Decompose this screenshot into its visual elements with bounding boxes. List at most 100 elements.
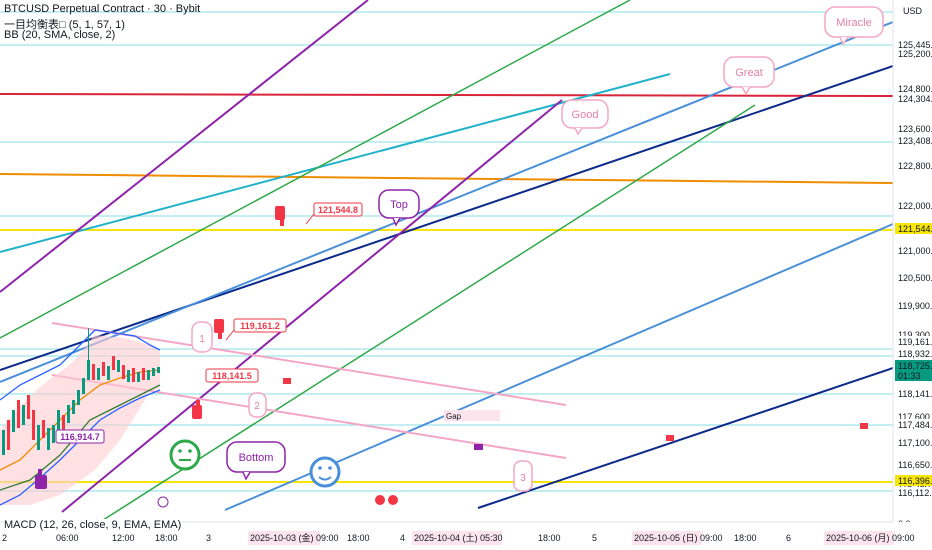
price-tag-label: 124,304.0 (898, 94, 932, 104)
price-tag-bg (895, 475, 932, 486)
navy-trend-line-upper (0, 65, 894, 371)
symbol-title[interactable]: BTCUSD Perpetual Contract · 30 · Bybit (4, 3, 201, 15)
price-tag-label: 125,445.4 (898, 40, 932, 50)
navy-trend-line-lower (477, 367, 894, 509)
y-tick-label: 119,900.0 (898, 301, 932, 311)
svg-text:121,544.8: 121,544.8 (318, 205, 358, 215)
svg-text:Gap: Gap (446, 412, 462, 421)
svg-text:Top: Top (390, 199, 408, 211)
x-tick-label: 06:00 (56, 533, 79, 543)
y-axis-price-tags: 125,445.4 124,304.0 123,408.9 121,544.8 119,… (895, 39, 932, 498)
macd-legend[interactable]: MACD (12, 26, close, 9, EMA, EMA) (4, 519, 182, 531)
highlight-date-label: 2025-10-06 (月) 09:00 (826, 533, 915, 543)
svg-text:Good: Good (572, 109, 599, 121)
resistance-red-line[interactable] (0, 93, 894, 97)
x-tick-label: 4 (400, 533, 405, 543)
hand-pointer-icon (192, 206, 285, 419)
callout-121544[interactable]: 121,544.8 (305, 202, 363, 225)
smiley-face-icon (169, 439, 201, 471)
svg-text:118,141.5: 118,141.5 (212, 371, 252, 381)
price-tag-label: 121,544.8 (898, 224, 932, 234)
wave-label-1[interactable]: 1 (191, 321, 213, 353)
price-tag-bg (895, 93, 932, 104)
highlight-date-bg (248, 531, 320, 545)
highlight-date-label: 2025-10-03 (金) 09:00 (250, 532, 339, 543)
svg-text:116,914.7: 116,914.7 (60, 432, 100, 442)
price-tag-bg (895, 487, 932, 498)
bb-legend[interactable]: BB (20, SMA, close, 2) (4, 29, 116, 41)
callout-119161[interactable]: 119,161.2 (225, 318, 287, 341)
y-tick-label: 121,000.0 (898, 246, 932, 256)
purple-trend-line-lower (61, 99, 563, 513)
y-tick-label: 122,000.0 (898, 201, 932, 211)
bubble-top[interactable]: Top (378, 189, 420, 227)
price-tag-bg (895, 135, 932, 146)
x-tick-label: 3 (206, 533, 211, 543)
y-tick-label: 124,800.0 (898, 84, 932, 94)
price-tag-bg (895, 223, 932, 234)
highlight-date-label: 2025-10-05 (日) 09:00 (634, 533, 723, 543)
callout-116914[interactable]: 116,914.7 (55, 429, 105, 444)
y-tick-label: 117,100.0 (898, 438, 932, 448)
purple-trend-line-upper (0, 0, 369, 293)
svg-text:Great: Great (735, 67, 763, 79)
highlight-date-bg (632, 531, 702, 545)
price-tag-label: 116,396.9 (898, 476, 932, 486)
x-tick-label: 5 (592, 533, 597, 543)
bb-upper-band (0, 329, 161, 401)
bubble-bottom[interactable]: Bottom (226, 441, 286, 481)
y-tick-label: 122,800.0 (898, 161, 932, 171)
price-tag-label: 119,161.2 (898, 337, 932, 347)
wave-label-2[interactable]: 2 (248, 392, 267, 418)
wave-label-3[interactable]: 3 (513, 460, 533, 492)
ichimoku-legend[interactable]: 一目均衡表□ (5, 1, 57, 1) (4, 19, 125, 31)
price-tag-label: 01:33 (898, 371, 921, 381)
price-tag-bg (895, 419, 932, 430)
y-tick-label: 125,200.0 (898, 49, 932, 59)
price-tag-label: 118,141.5 (898, 389, 932, 399)
y-tick-label: 120,500.0 (898, 273, 932, 283)
highlight-date-bg (824, 531, 894, 545)
svg-text:1: 1 (199, 334, 205, 345)
bubble-good[interactable]: Good (561, 99, 609, 136)
x-tick-label: 2 (2, 533, 7, 543)
svg-text:119,161.2: 119,161.2 (240, 321, 280, 331)
x-tick-label: 18:00 (347, 533, 370, 543)
price-tag-label: 116,112.2 (898, 488, 932, 498)
price-tag-label: 123,408.9 (898, 136, 932, 146)
price-tag-bg (895, 370, 932, 381)
smiley-face-blue-icon (309, 456, 341, 488)
x-tick-label: 12:00 (112, 533, 135, 543)
orange-line[interactable] (0, 173, 894, 184)
price-tag-bg (895, 388, 932, 399)
y-tick-label: 116,650.0 (898, 460, 932, 470)
x-tick-label: 18:00 (538, 533, 561, 543)
svg-text:Miracle: Miracle (836, 17, 871, 29)
y-tick-label: 117,600.0 (898, 412, 932, 422)
price-tag-label: 118,725.5 (898, 361, 932, 371)
svg-text:2: 2 (254, 401, 260, 412)
flag-icon (283, 378, 868, 450)
bubble-miracle[interactable]: Miracle (824, 6, 884, 46)
svg-text:3: 3 (520, 473, 526, 484)
pink-channel-line-upper (51, 322, 567, 406)
highlight-date-bg (412, 531, 502, 545)
x-tick-label: 6 (786, 533, 791, 543)
price-tag-bg (895, 348, 932, 359)
gap-label[interactable]: Gap (444, 410, 500, 421)
green-trend-line-upper (0, 0, 631, 339)
currency-label: USD (903, 6, 923, 16)
price-tag-label: 117,484.9 (898, 420, 932, 430)
highlight-date-label: 2025-10-04 (土) 05:30 (414, 532, 503, 543)
x-tick-label: 18:00 (155, 533, 178, 543)
price-tag-bg (895, 336, 932, 347)
y-tick-label: 119,300.0 (898, 330, 932, 340)
price-axis[interactable] (893, 0, 932, 550)
callout-118141[interactable]: 118,141.5 (205, 368, 259, 383)
candlesticks[interactable] (2, 328, 160, 455)
y-tick-label: 123,600.0 (898, 124, 932, 134)
price-tag-bg (895, 39, 932, 50)
bubble-great[interactable]: Great (723, 56, 775, 96)
svg-text:Bottom: Bottom (239, 452, 274, 464)
